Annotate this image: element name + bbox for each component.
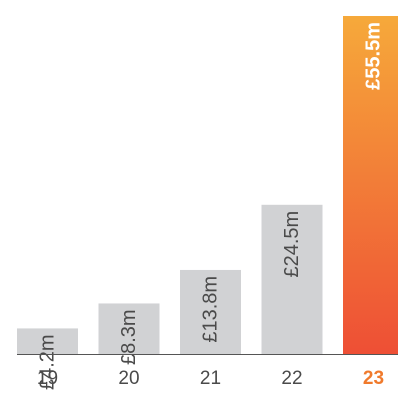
bar-22 xyxy=(261,204,323,354)
x-tick-label-23: 23 xyxy=(363,368,384,389)
x-tick-label-19: 19 xyxy=(37,368,58,389)
x-tick-label-20: 20 xyxy=(118,368,139,389)
bar-21 xyxy=(180,269,241,354)
bar-23 xyxy=(343,16,398,354)
bar-value-label-20: £8.3m xyxy=(118,309,140,365)
bar-value-label-23: £55.5m xyxy=(363,22,385,90)
bar-value-label-22: £24.5m xyxy=(281,211,303,278)
x-tick-label-21: 21 xyxy=(200,368,221,389)
x-tick-labels: 19 20 21 22 23 xyxy=(37,368,384,389)
bar-value-label-19: £4.2m xyxy=(37,334,59,390)
bar-20 xyxy=(98,303,160,354)
bar-value-label-21: £13.8m xyxy=(200,276,222,343)
bars-layer: £4.2m £8.3m £13.8m £24.5m £55.5m xyxy=(17,16,398,390)
bar-19 xyxy=(17,328,78,354)
x-tick-label-22: 22 xyxy=(281,368,302,389)
